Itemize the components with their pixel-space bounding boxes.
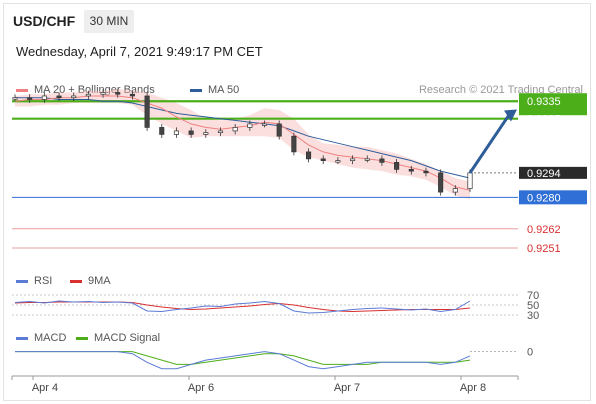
level-tag-0.9335: 0.9335 [527, 96, 561, 108]
macd-tick-0: 0 [527, 347, 533, 359]
candle-body [115, 92, 121, 95]
macd-legend-swatch-0 [16, 337, 28, 340]
price-legend-swatch-1 [190, 89, 202, 92]
candle-body [305, 151, 312, 160]
rsi-legend-label-0: RSI [34, 275, 52, 287]
rsi-tick-30: 30 [527, 310, 539, 322]
candle-body [467, 172, 473, 189]
resistance-tag-box [519, 93, 587, 116]
rsi-legend-label-1: 9MA [88, 275, 111, 287]
price-legend-label-0: MA 20 + Bollinger Bands [34, 84, 155, 96]
ma20-line [14, 95, 471, 191]
candle-body [261, 123, 268, 126]
rsi-tick-70: 70 [527, 290, 539, 302]
macd-line [15, 351, 471, 370]
candle-body [85, 93, 91, 97]
candle-body [335, 160, 341, 163]
level-tag-0.9251: 0.9251 [527, 243, 561, 255]
candle-body [364, 158, 370, 161]
pivot-tag-box [519, 190, 587, 205]
price-legend-label-1: MA 50 [208, 84, 239, 96]
candle-body [276, 123, 282, 137]
candle-body [188, 130, 194, 135]
candle-body [247, 123, 253, 128]
ma50-line [15, 97, 471, 179]
rsi-legend-swatch-1 [70, 280, 82, 283]
rsi-line [14, 300, 471, 314]
candle-body [350, 158, 356, 161]
candle-body [438, 172, 444, 193]
bollinger-band-area [15, 89, 470, 200]
level-tag-0.9294: 0.9294 [527, 168, 561, 180]
forecast-arrow-head [504, 109, 517, 122]
level-tag-0.9262: 0.9262 [527, 224, 561, 236]
macd-legend-label-1: MACD Signal [94, 332, 160, 344]
forecast-arrow-shaft [468, 112, 512, 174]
candle-body [379, 158, 385, 163]
chart-frame [3, 3, 591, 401]
x-tick-label-Apr-4: Apr 4 [32, 382, 58, 394]
candle-body [129, 93, 135, 97]
instrument-title: USD/CHF [13, 13, 76, 29]
rsi-legend-swatch-0 [16, 280, 28, 283]
candle-body [144, 95, 150, 128]
candle-body [41, 95, 47, 100]
macd-legend-label-0: MACD [34, 332, 66, 344]
candle-body [203, 132, 209, 135]
candle-body [100, 92, 106, 95]
chart-datetime: Wednesday, April 7, 2021 9:49:17 PM CET [16, 44, 263, 59]
candle-body [71, 95, 77, 99]
candle-body [408, 169, 414, 172]
candle-body [217, 130, 224, 134]
rsi-tick-50: 50 [527, 300, 539, 312]
last-price-tag-box [519, 166, 587, 179]
timeframe-button[interactable]: 30 MIN [84, 10, 134, 33]
candle-body [452, 188, 458, 193]
candle-body [291, 135, 297, 153]
macd-legend-swatch-1 [76, 337, 88, 340]
candle-body [423, 170, 429, 174]
candle-body [232, 127, 238, 132]
candle-body [12, 97, 18, 100]
x-tick-label-Apr-6: Apr 6 [188, 382, 214, 394]
x-tick-label-Apr-8: Apr 8 [460, 382, 486, 394]
level-tag-0.9325: 0.9325 [527, 114, 561, 126]
candle-body [320, 158, 326, 161]
x-tick-label-Apr-7: Apr 7 [334, 382, 360, 394]
candle-body [27, 97, 33, 100]
candle-body [394, 162, 400, 170]
candle-body [173, 130, 180, 135]
candle-body [56, 95, 62, 99]
level-tag-0.9280: 0.9280 [527, 192, 561, 204]
candle-body [159, 127, 165, 135]
credit-text: Research © 2021 Trading Central [419, 84, 583, 96]
price-legend-swatch-0 [16, 89, 28, 92]
